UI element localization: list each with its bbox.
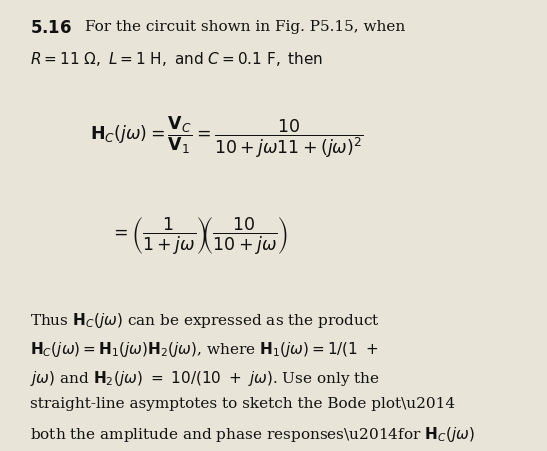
Text: $\mathbf{H}_C(j\omega) = \dfrac{\mathbf{V}_C}{\mathbf{V}_1} = \dfrac{10}{10 + j\: $\mathbf{H}_C(j\omega) = \dfrac{\mathbf{… [90,115,364,160]
Text: $R = 11\ \Omega,\ L = 1\ \mathrm{H,\ and}\ C = 0.1\ \mathrm{F,\ then}$: $R = 11\ \Omega,\ L = 1\ \mathrm{H,\ and… [30,50,323,68]
Text: For the circuit shown in Fig. P5.15, when: For the circuit shown in Fig. P5.15, whe… [85,20,405,34]
Text: straight-line asymptotes to sketch the Bode plot\u2014: straight-line asymptotes to sketch the B… [30,397,455,411]
Text: $\mathbf{H}_C(j\omega) = \mathbf{H}_1(j\omega)\mathbf{H}_2(j\omega)$, where $\ma: $\mathbf{H}_C(j\omega) = \mathbf{H}_1(j\… [30,340,379,359]
Text: $= \left(\dfrac{1}{1 + j\omega}\right)\!\!\left(\dfrac{10}{10 + j\omega}\right)$: $= \left(\dfrac{1}{1 + j\omega}\right)\!… [110,215,288,256]
Text: Thus $\mathbf{H}_C(j\omega)$ can be expressed as the product: Thus $\mathbf{H}_C(j\omega)$ can be expr… [30,312,380,331]
Text: $j\omega)$ and $\mathbf{H}_2(j\omega)\ =\ 10/(10\ +\ j\omega)$. Use only the: $j\omega)$ and $\mathbf{H}_2(j\omega)\ =… [30,368,380,387]
Text: both the amplitude and phase responses\u2014for $\mathbf{H}_C(j\omega)$: both the amplitude and phase responses\u… [30,425,475,445]
Text: $\mathbf{5.16}$: $\mathbf{5.16}$ [30,20,72,37]
